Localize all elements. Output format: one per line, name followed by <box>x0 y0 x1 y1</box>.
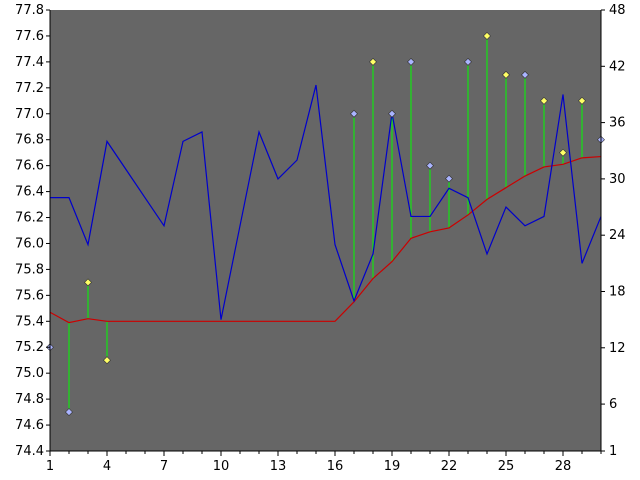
left-axis-tick-label: 74.6 <box>15 418 44 433</box>
x-axis-tick-label: 28 <box>555 459 572 474</box>
left-axis-tick-label: 76.4 <box>15 185 44 200</box>
left-axis-tick-label: 77.4 <box>15 55 44 70</box>
x-axis-tick-label: 1 <box>46 459 54 474</box>
data-marker <box>350 109 358 118</box>
left-axis-tick-label: 77.8 <box>15 3 44 18</box>
average-line-layer <box>49 155 602 324</box>
left-axis-tick-label: 75.2 <box>15 340 44 355</box>
left-axis-tick-label: 75.4 <box>15 314 44 329</box>
left-axis-tick-label: 76.2 <box>15 211 44 226</box>
x-axis-tick-label: 10 <box>213 459 230 474</box>
left-axis-tick-label: 77.2 <box>15 81 44 96</box>
right-axis-tick-label: 24 <box>609 228 626 243</box>
left-axis-tick-label: 76.8 <box>15 133 44 148</box>
data-marker <box>103 356 111 365</box>
data-marker <box>369 57 377 66</box>
data-marker <box>540 96 548 105</box>
data-marker <box>502 70 510 79</box>
left-axis-tick-label: 77.6 <box>15 29 44 44</box>
right-axis-tick-label: 6 <box>609 397 617 412</box>
data-marker <box>445 174 453 183</box>
x-axis-tick-label: 7 <box>160 459 168 474</box>
left-axis-tick-label: 75.8 <box>15 262 44 277</box>
axes-layer <box>46 9 605 456</box>
right-axis-tick-label: 18 <box>609 284 626 299</box>
left-axis-tick-label: 74.4 <box>15 444 44 459</box>
average-line <box>49 155 602 324</box>
blue-line-layer <box>50 84 602 320</box>
tick-labels-layer: 74.4 74.6 74.8 75.0 75.2 75.4 75.6 75.8 76.0 76.2… <box>15 3 626 474</box>
left-axis-tick-label: 75.6 <box>15 288 44 303</box>
left-axis-tick-label: 77.0 <box>15 107 44 122</box>
right-axis-tick-label: 36 <box>609 116 626 131</box>
right-axis-tick-label: 1 <box>609 444 617 459</box>
x-axis-tick-label: 13 <box>270 459 287 474</box>
left-axis-tick-label: 75.0 <box>15 366 44 381</box>
x-axis-tick-label: 19 <box>384 459 401 474</box>
data-marker <box>65 408 73 417</box>
right-axis-tick-label: 48 <box>609 3 626 18</box>
data-marker <box>426 161 434 170</box>
data-marker <box>559 148 567 157</box>
x-axis-tick-label: 25 <box>498 459 515 474</box>
x-axis-tick-label: 4 <box>103 459 111 474</box>
left-axis-tick-label: 76.0 <box>15 236 44 251</box>
data-marker <box>388 109 396 118</box>
right-axis-tick-label: 12 <box>609 341 626 356</box>
data-marker <box>521 70 529 79</box>
right-axis-tick-label: 30 <box>609 172 626 187</box>
data-marker <box>578 96 586 105</box>
data-marker <box>464 57 472 66</box>
left-axis-tick-label: 76.6 <box>15 159 44 174</box>
series-line <box>50 84 602 320</box>
x-axis-tick-label: 16 <box>327 459 344 474</box>
data-marker <box>84 278 92 287</box>
plot-area <box>50 10 601 451</box>
data-marker <box>483 32 491 40</box>
markers-layer <box>46 32 605 417</box>
data-marker <box>407 57 415 66</box>
stems-layer <box>49 35 602 413</box>
left-axis-tick-label: 74.8 <box>15 392 44 407</box>
right-axis-tick-label: 42 <box>609 59 626 74</box>
x-axis-tick-label: 22 <box>441 459 458 474</box>
